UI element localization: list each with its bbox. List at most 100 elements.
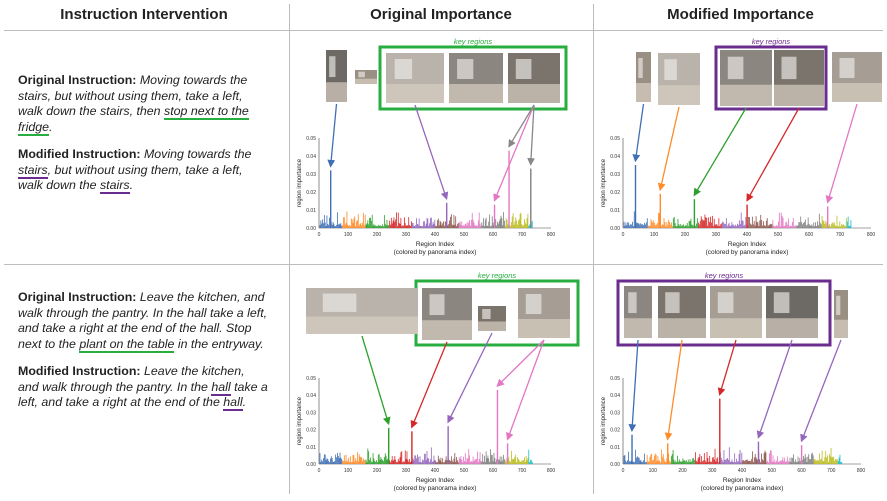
- importance-bar: [731, 222, 733, 228]
- panorama-thumbnail: [449, 53, 503, 103]
- importance-bar: [816, 460, 818, 464]
- importance-bar: [751, 224, 752, 228]
- importance-bar: [528, 449, 530, 464]
- importance-bar: [453, 458, 455, 464]
- importance-bar: [336, 212, 338, 228]
- importance-bar: [336, 224, 337, 228]
- importance-bar: [723, 450, 725, 464]
- importance-bar: [808, 454, 810, 464]
- importance-bar: [732, 224, 734, 228]
- importance-bar: [440, 457, 442, 464]
- x-tick-label: 500: [460, 468, 469, 474]
- importance-bar: [804, 221, 805, 228]
- importance-bar: [427, 218, 429, 228]
- importance-bar: [480, 461, 482, 464]
- importance-bar: [778, 461, 780, 464]
- importance-bar: [825, 451, 827, 464]
- peak-bar: [634, 165, 637, 228]
- importance-bar: [347, 460, 349, 464]
- importance-bar: [397, 461, 398, 464]
- importance-bar: [737, 223, 738, 228]
- x-tick-label: 0: [622, 468, 625, 474]
- importance-bar: [490, 454, 492, 464]
- importance-bar: [776, 225, 777, 228]
- importance-bar: [638, 223, 640, 228]
- importance-bar: [709, 455, 711, 464]
- importance-bar: [741, 452, 743, 464]
- importance-bar: [776, 460, 778, 464]
- importance-bar: [664, 461, 666, 464]
- peak-bar: [447, 426, 449, 464]
- importance-bar: [689, 221, 691, 228]
- importance-bar: [355, 225, 357, 228]
- importance-bar: [686, 462, 688, 464]
- importance-bar: [743, 460, 744, 464]
- importance-bar: [828, 225, 830, 228]
- importance-bar: [322, 219, 323, 228]
- importance-bar: [322, 461, 323, 464]
- importance-bar: [720, 224, 722, 228]
- importance-bar: [377, 454, 379, 464]
- importance-bar: [705, 462, 707, 464]
- importance-bar: [737, 461, 739, 464]
- importance-bar: [429, 223, 430, 228]
- pointer-arrow: [361, 335, 391, 426]
- importance-bar: [825, 220, 827, 228]
- importance-bar: [344, 461, 346, 464]
- importance-bar: [673, 216, 675, 228]
- importance-bar: [763, 453, 765, 464]
- importance-bar: [696, 223, 697, 228]
- importance-bar: [489, 461, 491, 464]
- importance-bar: [782, 457, 784, 464]
- importance-bar: [803, 458, 805, 464]
- x-tick-label: 300: [402, 232, 411, 238]
- importance-bar: [450, 460, 451, 464]
- importance-bar: [486, 225, 488, 228]
- y-tick-label: 0.04: [306, 154, 316, 160]
- importance-bar: [627, 222, 629, 228]
- importance-bar: [529, 462, 531, 464]
- importance-bar: [481, 461, 483, 464]
- importance-bar: [792, 458, 794, 464]
- importance-bar: [404, 223, 406, 228]
- importance-bar: [383, 457, 385, 464]
- importance-bar: [411, 222, 413, 228]
- importance-bar: [496, 459, 497, 464]
- importance-bar: [380, 456, 382, 464]
- importance-bar: [320, 461, 322, 464]
- x-axis-label: Region Index: [416, 477, 455, 484]
- importance-bar: [849, 225, 851, 228]
- importance-bar: [386, 219, 388, 228]
- importance-bar: [650, 454, 652, 464]
- importance-bar: [526, 460, 528, 464]
- importance-bar: [635, 449, 636, 464]
- importance-bar: [510, 222, 512, 228]
- importance-bar: [520, 461, 522, 464]
- importance-bar: [663, 459, 665, 464]
- importance-bar: [443, 462, 445, 464]
- importance-bar: [400, 452, 402, 464]
- importance-bar: [722, 221, 723, 228]
- importance-bar: [666, 458, 668, 464]
- importance-bar: [389, 220, 390, 228]
- importance-bar: [422, 225, 424, 228]
- y-tick-label: 0.01: [306, 208, 316, 214]
- importance-bar: [356, 221, 357, 228]
- importance-bar: [690, 218, 692, 228]
- importance-bar: [376, 225, 377, 228]
- importance-bar: [790, 461, 792, 464]
- importance-bar: [692, 225, 694, 228]
- importance-bar: [333, 461, 335, 464]
- importance-bar: [482, 225, 484, 228]
- importance-bar: [711, 461, 712, 464]
- importance-bar: [645, 224, 646, 228]
- original-instruction-label: Original Instruction:: [18, 73, 137, 87]
- panorama-thumbnail: [386, 53, 444, 103]
- x-tick-label: 0: [622, 232, 625, 238]
- importance-bar: [644, 222, 645, 228]
- importance-bar: [330, 456, 332, 464]
- importance-bar: [390, 462, 391, 464]
- y-tick-label: 0.03: [610, 410, 620, 416]
- importance-bar: [789, 226, 790, 228]
- importance-bar: [414, 455, 416, 464]
